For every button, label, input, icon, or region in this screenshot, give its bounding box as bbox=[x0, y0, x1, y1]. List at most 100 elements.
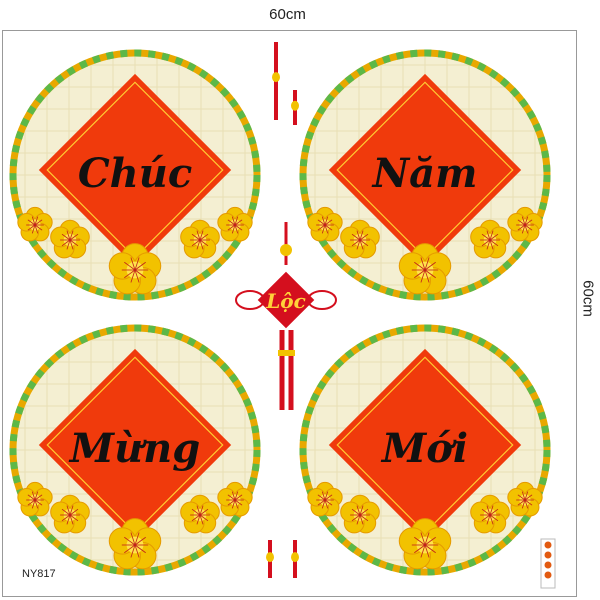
stamen bbox=[227, 499, 236, 506]
stamen bbox=[196, 230, 201, 241]
stamen bbox=[351, 233, 361, 241]
apricot-flower bbox=[180, 219, 220, 259]
stamen bbox=[134, 261, 146, 271]
stamen bbox=[324, 216, 329, 226]
stamen bbox=[359, 514, 369, 522]
stamen bbox=[521, 224, 526, 234]
gold-bead bbox=[272, 72, 280, 83]
stamen bbox=[489, 505, 494, 516]
stamen bbox=[324, 224, 333, 231]
apricot-flower bbox=[507, 481, 543, 517]
stamen bbox=[124, 544, 136, 554]
panel-1: Chúc bbox=[9, 49, 261, 301]
stamen bbox=[234, 224, 243, 231]
stamen bbox=[234, 224, 239, 234]
stamen bbox=[521, 216, 526, 226]
diamond-border bbox=[336, 356, 514, 534]
red-diamond bbox=[38, 348, 232, 542]
mini-flower bbox=[544, 541, 552, 549]
stamen bbox=[66, 505, 71, 516]
stamen bbox=[424, 532, 430, 546]
stamen bbox=[34, 216, 39, 226]
stamen bbox=[227, 494, 236, 501]
apricot-flower bbox=[470, 219, 510, 259]
stamen bbox=[199, 230, 204, 241]
stamen bbox=[489, 239, 499, 247]
stamen bbox=[196, 505, 201, 516]
tassel-top-left bbox=[272, 42, 280, 120]
stamen bbox=[31, 224, 36, 234]
stamen bbox=[359, 230, 364, 241]
stamen bbox=[524, 224, 533, 231]
stamen bbox=[134, 536, 146, 546]
red-diamond bbox=[328, 348, 522, 542]
stamen bbox=[486, 230, 491, 241]
stamen bbox=[199, 514, 209, 522]
apricot-flower bbox=[180, 494, 220, 534]
stamen bbox=[66, 239, 71, 250]
stamen bbox=[130, 269, 136, 283]
panel-3: Mừng bbox=[9, 324, 261, 576]
stamen bbox=[486, 505, 491, 516]
stamen bbox=[359, 508, 369, 516]
mini-flower bbox=[544, 551, 552, 559]
stamen bbox=[69, 239, 74, 250]
stamen bbox=[191, 508, 201, 516]
stamen bbox=[524, 499, 529, 509]
stamen bbox=[66, 230, 71, 241]
stamen bbox=[517, 494, 526, 501]
diamond-border bbox=[46, 81, 224, 259]
stamen bbox=[34, 224, 43, 231]
stamen bbox=[196, 239, 201, 250]
stamen bbox=[124, 536, 136, 546]
mini-flower bbox=[544, 571, 552, 579]
stamen bbox=[27, 499, 36, 506]
stamen bbox=[486, 239, 491, 250]
stamen bbox=[231, 224, 236, 234]
stamen bbox=[524, 216, 529, 226]
stamen bbox=[61, 508, 71, 516]
stamen bbox=[414, 261, 426, 271]
apricot-flower bbox=[307, 481, 343, 517]
calligraphy-word: Mới bbox=[380, 425, 468, 472]
stamen bbox=[359, 505, 364, 516]
stamen bbox=[69, 514, 79, 522]
stamen bbox=[130, 257, 136, 271]
tassel-top-right bbox=[291, 90, 299, 125]
stamen bbox=[317, 224, 326, 231]
apricot-flower bbox=[50, 494, 90, 534]
apricot-flower bbox=[108, 518, 162, 570]
stamen bbox=[34, 499, 39, 509]
panel-2: Năm bbox=[299, 49, 551, 301]
stamen bbox=[524, 494, 533, 501]
stamen bbox=[61, 239, 71, 247]
diamond-fill bbox=[328, 73, 522, 267]
stamen bbox=[61, 233, 71, 241]
stamen bbox=[134, 544, 140, 558]
stamen bbox=[420, 532, 426, 546]
stamen bbox=[486, 514, 491, 525]
stamen bbox=[321, 216, 326, 226]
stamen bbox=[227, 219, 236, 226]
stamen bbox=[351, 508, 361, 516]
stamen bbox=[227, 224, 236, 231]
stamen bbox=[414, 536, 426, 546]
apricot-flower bbox=[340, 219, 380, 259]
stamen bbox=[234, 216, 239, 226]
apricot-flower bbox=[340, 494, 380, 534]
stamen bbox=[191, 239, 201, 247]
stamen bbox=[317, 499, 326, 506]
stamen bbox=[34, 494, 43, 501]
stamen bbox=[324, 499, 333, 506]
stamen bbox=[481, 514, 491, 522]
stamen bbox=[424, 544, 436, 554]
stamen bbox=[124, 261, 136, 271]
stamen bbox=[130, 544, 136, 558]
rim-stripes bbox=[9, 324, 261, 576]
stamen bbox=[489, 230, 494, 241]
stamen bbox=[356, 230, 361, 241]
red-diamond bbox=[328, 73, 522, 267]
stamen bbox=[34, 491, 39, 501]
stamen bbox=[359, 233, 369, 241]
stamen bbox=[134, 544, 146, 554]
